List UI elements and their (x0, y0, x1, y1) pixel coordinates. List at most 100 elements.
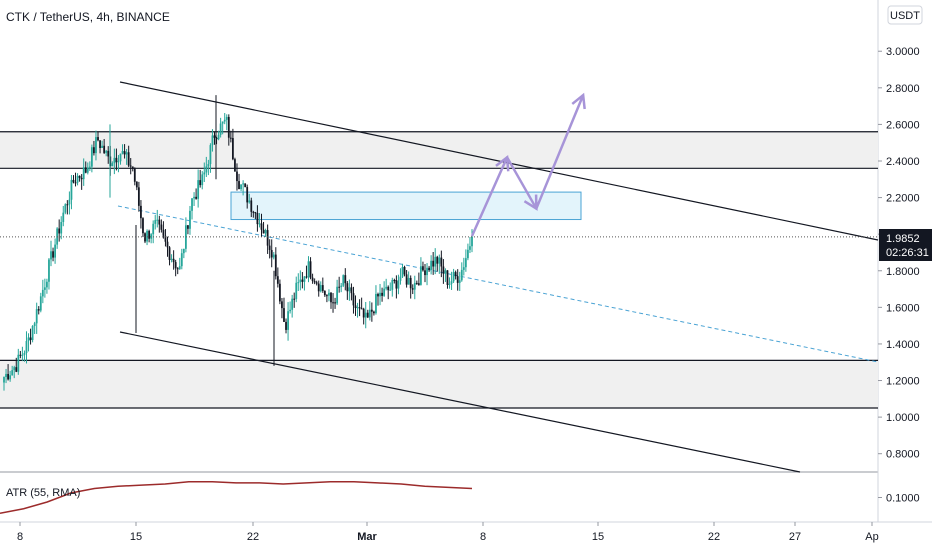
candle-body (338, 286, 341, 288)
candle-body (266, 230, 269, 246)
candle-body (164, 235, 167, 242)
candle-body (27, 337, 30, 342)
candle-body (240, 184, 242, 190)
candle-body (86, 167, 89, 173)
candle-body (54, 244, 56, 258)
candle-body (250, 200, 253, 212)
candle-body (125, 152, 128, 155)
currency-button[interactable]: USDT (887, 5, 923, 25)
candle-body (205, 166, 208, 173)
projection-arrowhead[interactable] (523, 194, 538, 211)
candle-body (262, 229, 265, 234)
dashed-trendline[interactable] (117, 205, 879, 363)
candle-body (23, 353, 26, 355)
candle-body (154, 220, 157, 224)
candle-body (452, 272, 455, 282)
projection-arrowhead[interactable] (571, 92, 586, 110)
upper-channel-line[interactable] (119, 81, 879, 241)
candle-body (58, 228, 61, 234)
candle-body (464, 258, 467, 268)
candle-body (105, 150, 108, 153)
candle-body (72, 179, 75, 183)
target-box[interactable] (230, 191, 582, 221)
candle-body (70, 179, 73, 200)
candle-body (385, 286, 388, 289)
candle-body (191, 198, 193, 211)
candle-body (252, 211, 255, 213)
y-tick-label: 0.8000 (886, 449, 920, 461)
candle-body (258, 223, 261, 225)
candle-body (152, 223, 155, 235)
candle-body (260, 223, 263, 230)
candle-body (397, 280, 400, 289)
candle-body (458, 280, 461, 283)
candle-body (287, 311, 289, 330)
candle-body (285, 321, 287, 330)
candle-body (97, 137, 99, 141)
candle-body (375, 293, 377, 314)
lower-channel-line[interactable] (119, 331, 801, 473)
candle-body (430, 260, 433, 270)
candle-body (156, 219, 159, 221)
candle-body (35, 309, 38, 324)
candle-body (48, 259, 50, 282)
candle-body (29, 337, 32, 341)
candle-body (201, 174, 204, 186)
candle-body (307, 261, 310, 278)
candle-body (160, 224, 163, 230)
support-zone[interactable] (0, 360, 878, 408)
candle-body (213, 135, 216, 138)
y-tick-label: 3.0000 (886, 46, 920, 58)
candle-body (340, 285, 343, 287)
resistance-zone[interactable] (0, 131, 878, 169)
candle-body (283, 308, 285, 322)
atr-line[interactable] (0, 481, 473, 514)
projection-path[interactable] (470, 94, 585, 237)
candle-body (254, 212, 257, 214)
candle-body (281, 301, 283, 309)
candle-body (442, 266, 445, 274)
candle-body (60, 221, 63, 234)
candle-body (203, 172, 206, 175)
candle-body (180, 253, 183, 267)
candle-body (225, 116, 228, 120)
candle-body (176, 268, 179, 270)
candle-body (244, 183, 247, 188)
candle-body (278, 283, 281, 302)
candle-body (454, 272, 457, 277)
candle-body (119, 153, 122, 162)
candle-body (158, 219, 161, 225)
candle-body (450, 281, 453, 284)
candle-body (117, 161, 120, 163)
candle-body (229, 137, 232, 139)
candle-body (334, 302, 336, 304)
candle-body (428, 267, 430, 270)
candle-body (395, 280, 398, 289)
candle-body (168, 247, 171, 260)
candle-body (207, 164, 210, 167)
candle-body (293, 298, 296, 300)
candle-body (456, 276, 459, 283)
candle-body (209, 145, 212, 165)
candle-body (276, 276, 279, 284)
y-tick-label: 2.6000 (886, 119, 920, 131)
candle-body (358, 307, 361, 309)
y-tick-label: 2.8000 (886, 83, 920, 95)
candle-body (471, 236, 473, 247)
candle-body (297, 282, 300, 284)
candle-body (417, 283, 420, 285)
candle-body (332, 302, 334, 304)
candle-body (399, 276, 402, 281)
candle-body (199, 180, 202, 186)
x-tick-label: 8 (480, 531, 486, 543)
candle-body (148, 230, 151, 239)
candle-body (107, 150, 110, 157)
candle-body (420, 266, 422, 285)
candle-body (68, 199, 71, 205)
candle-body (370, 309, 373, 312)
candle-body (195, 196, 198, 199)
projection-arrowhead[interactable] (495, 154, 510, 172)
candle-body (62, 212, 65, 222)
candle-body (193, 196, 195, 199)
